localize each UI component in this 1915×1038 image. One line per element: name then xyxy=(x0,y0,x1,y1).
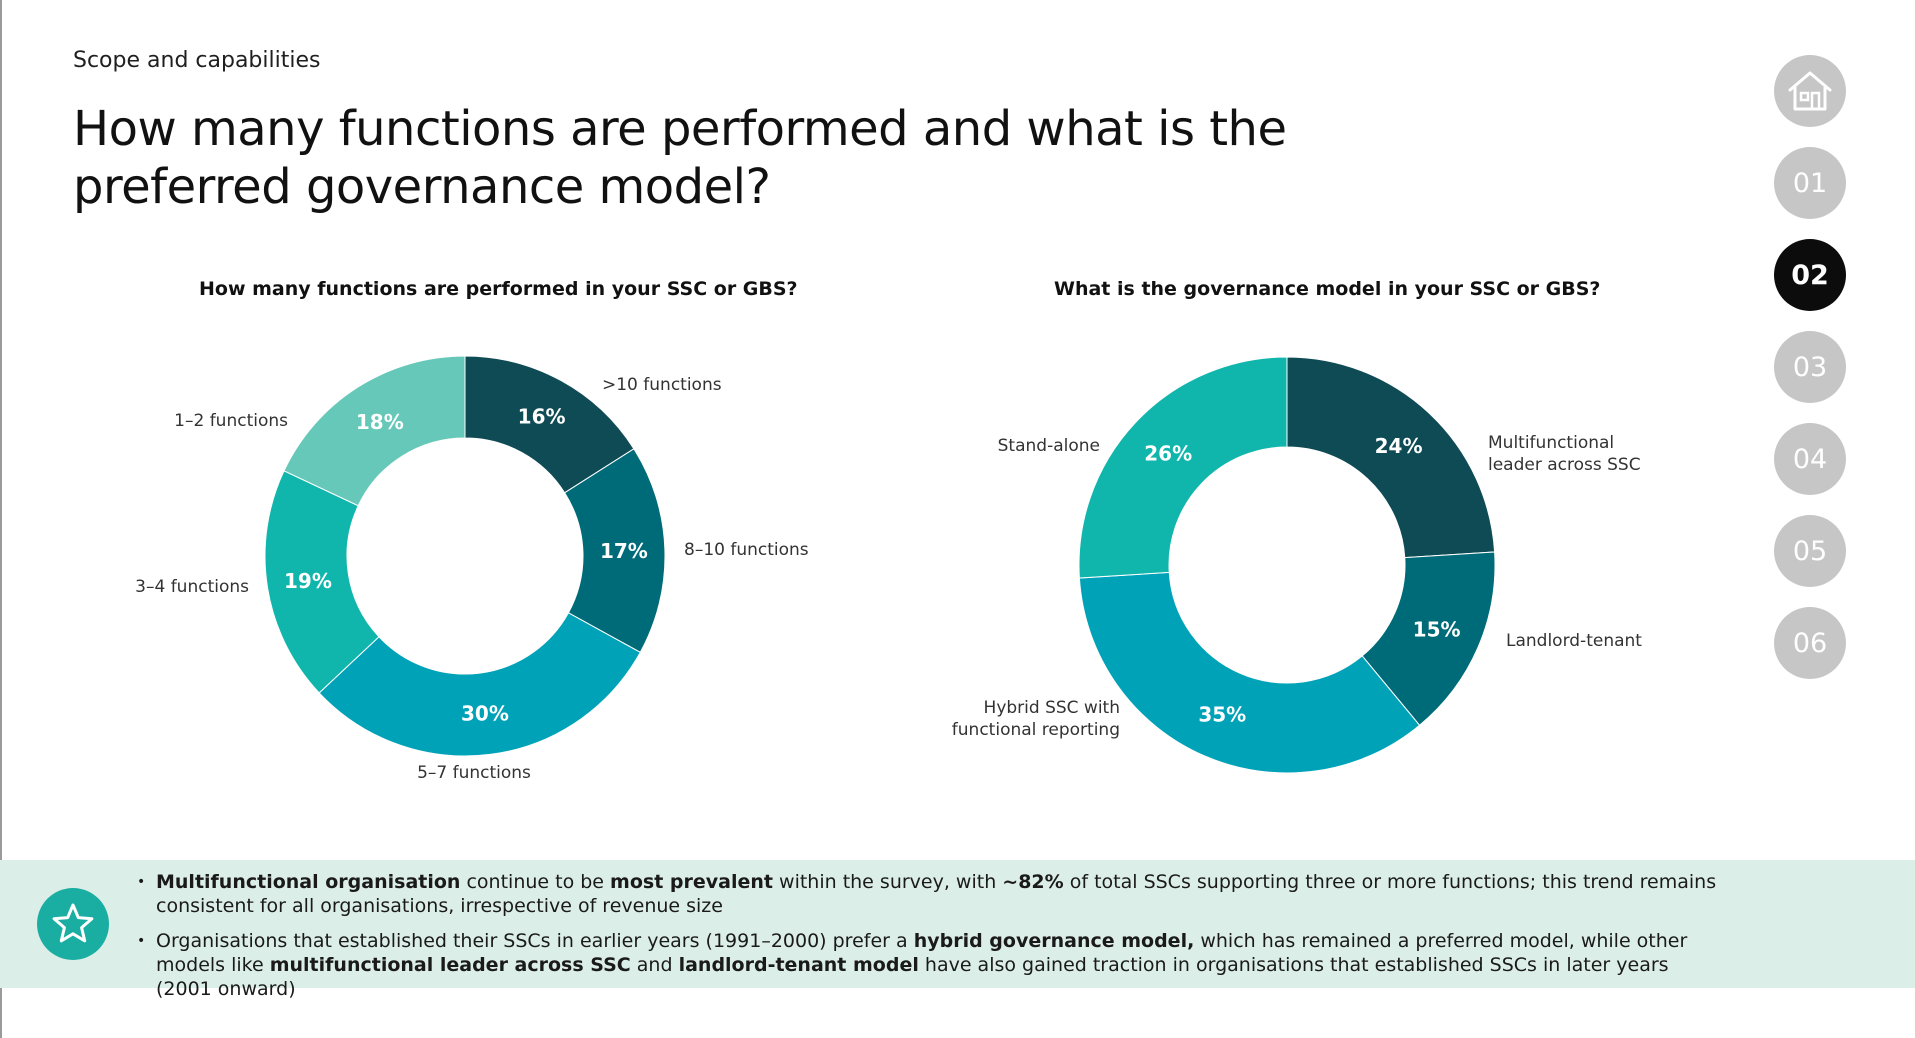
finding-1-run-6: of total SSCs supporting three or more f… xyxy=(156,871,1717,917)
finding-1-run-5: ~82% xyxy=(1002,871,1064,893)
donut-2-category-label-1: Multifunctional leader across SSC xyxy=(1488,433,1641,475)
donut-2-value-label-4: 26% xyxy=(1144,441,1192,465)
governance-donut-chart: 24% Multifunctional leader across SSC 15% La… xyxy=(952,356,1642,774)
donut-1-slice-5 xyxy=(283,355,466,507)
nav-section-03[interactable]: 03 xyxy=(1774,331,1846,403)
donut-1-value-label-2: 17% xyxy=(600,539,648,563)
finding-2-run-1: Organisations that established their SSC… xyxy=(156,930,914,952)
donut-1-slice-3 xyxy=(318,612,641,757)
star-badge xyxy=(37,888,109,960)
functions-donut-chart: 16% >10 functions 17% 8–10 functions 30% 5–7 … xyxy=(135,355,809,783)
key-findings-list: Multifunctional organisation continue to… xyxy=(137,870,1717,1012)
finding-2-run-5: and xyxy=(630,954,679,976)
home-icon xyxy=(1788,71,1832,111)
chart-1-title: How many functions are performed in your… xyxy=(199,278,798,300)
donut-1-value-label-3: 30% xyxy=(461,702,509,726)
finding-2-run-4: multifunctional leader across SSC xyxy=(269,954,631,976)
finding-1-run-3: most prevalent xyxy=(610,871,773,893)
donut-2-category-label-3: Hybrid SSC with functional reporting xyxy=(952,698,1120,740)
donut-1-value-label-5: 18% xyxy=(356,410,404,434)
finding-1-run-1: Multifunctional organisation xyxy=(156,871,461,893)
donut-1-category-label-2: 8–10 functions xyxy=(684,540,809,560)
nav-section-02[interactable]: 02 xyxy=(1774,239,1846,311)
finding-bullet-1: Multifunctional organisation continue to… xyxy=(137,870,1717,918)
donut-2-value-label-3: 35% xyxy=(1198,703,1246,727)
donut-2-category-label-4: Stand-alone xyxy=(998,436,1100,456)
home-nav-button[interactable] xyxy=(1774,55,1846,127)
nav-section-01[interactable]: 01 xyxy=(1774,147,1846,219)
finding-2-run-6: landlord-tenant model xyxy=(678,954,919,976)
donut-1-slice-2 xyxy=(563,448,666,654)
donut-2-value-label-2: 15% xyxy=(1413,618,1461,642)
donut-1-category-label-1: >10 functions xyxy=(602,375,722,395)
donut-1-value-label-4: 19% xyxy=(284,569,332,593)
donut-1-category-label-4: 3–4 functions xyxy=(135,577,249,597)
finding-1-run-2: continue to be xyxy=(460,871,611,893)
nav-section-04[interactable]: 04 xyxy=(1774,423,1846,495)
donut-2-category-label-2: Landlord-tenant xyxy=(1506,631,1642,651)
nav-section-06[interactable]: 06 xyxy=(1774,607,1846,679)
finding-2-run-3: which has remained a preferred model, wh… xyxy=(156,930,1688,976)
finding-2-run-2: hybrid governance model, xyxy=(913,930,1195,952)
donut-2-slice-3 xyxy=(1078,571,1421,774)
page-title: How many functions are performed and wha… xyxy=(73,101,1287,215)
donut-charts: 16% >10 functions 17% 8–10 functions 30% 5–7 … xyxy=(135,355,1642,783)
chart-2-title: What is the governance model in your SSC… xyxy=(1054,278,1601,300)
finding-bullet-2: Organisations that established their SSC… xyxy=(137,929,1717,1001)
nav-section-05[interactable]: 05 xyxy=(1774,515,1846,587)
donut-1-category-label-3: 5–7 functions xyxy=(417,763,531,783)
donut-2-slice-4 xyxy=(1078,356,1288,579)
section-eyebrow: Scope and capabilities xyxy=(73,48,321,73)
finding-2-run-7: have also gained traction in organisatio… xyxy=(156,954,1669,1000)
star-icon xyxy=(52,903,94,943)
left-edge-rule xyxy=(0,0,2,1038)
donut-1-category-label-5: 1–2 functions xyxy=(174,411,288,431)
donut-1-slice-4 xyxy=(264,470,380,694)
donut-2-value-label-1: 24% xyxy=(1375,434,1423,458)
donut-2-slice-1 xyxy=(1286,356,1496,559)
finding-1-run-4: within the survey, with xyxy=(772,871,1003,893)
donut-1-value-label-1: 16% xyxy=(518,405,566,429)
